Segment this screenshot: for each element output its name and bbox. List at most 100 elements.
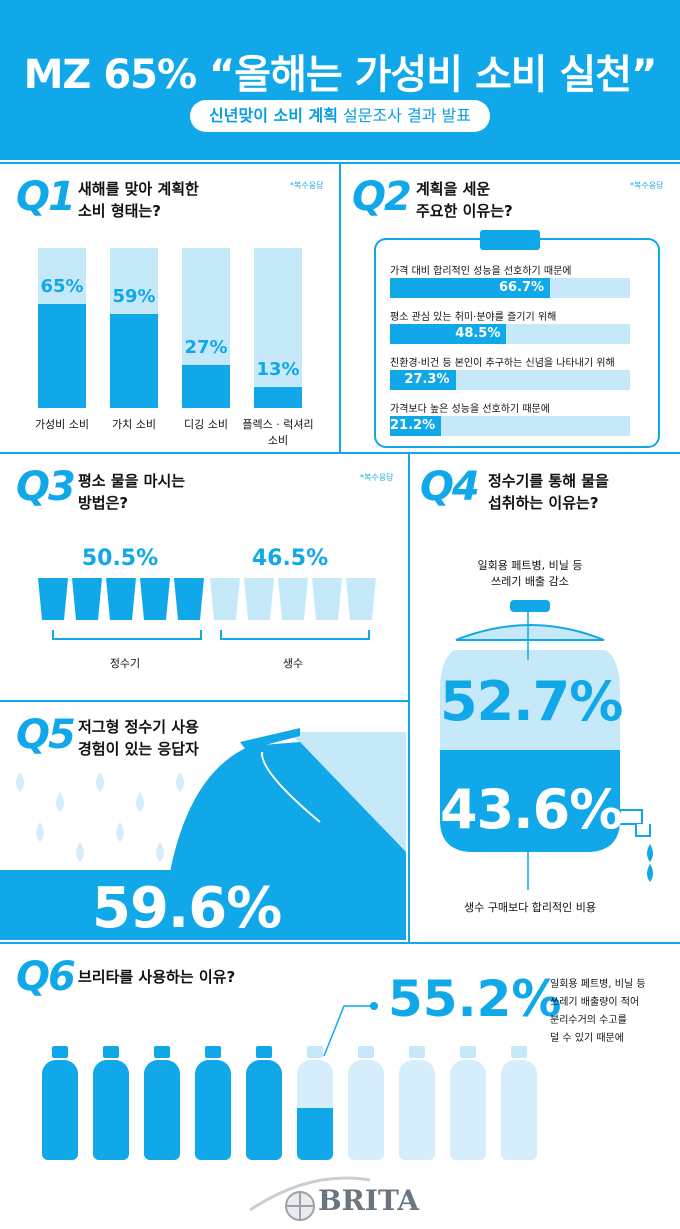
pitcher-lid-icon [480,230,540,250]
q1-bar-track [38,248,86,408]
q1-bar-label: 플렉스 · 럭셔리 소비 [242,418,314,447]
bottle-body [93,1060,129,1160]
bottle-cap [256,1046,272,1058]
q2-bar-track: 21.2% [390,416,630,436]
q6-note: 일회용 페트병, 비닐 등 쓰레기 배출량이 적어 분리수거의 수고를 덜 수 있기 … [550,979,646,1044]
bottle-fill [144,1060,180,1160]
q1-number: Q1 [16,174,76,220]
q1-bar-value: 65% [40,276,84,297]
q2-bar-track: 27.3% [390,370,630,390]
q3-right-value: 46.5% [251,546,329,571]
q2-bar: 66.7% [390,278,551,298]
cup-icon [278,578,308,620]
q3-question: 평소 물을 마시는 방법은? [78,472,186,512]
bottle-body [297,1060,333,1160]
bottle-body [399,1060,435,1160]
q1-bar-value: 27% [184,336,228,358]
q1-bar [110,313,158,408]
brita-logo [249,1176,371,1221]
q1-bar-value: 13% [256,359,300,381]
cup-icon [210,578,240,620]
q4-question: 정수기를 통해 물을 섭취하는 이유는? [488,472,609,512]
bottle-icon [450,1046,486,1162]
q2-footnote: *복수응답 [630,181,664,190]
bottle-cap [205,1046,221,1058]
bottle-cap [103,1046,119,1058]
bottle-cap [460,1046,476,1058]
bottle-body [246,1060,282,1160]
header-banner [0,0,680,160]
bottle-body [195,1060,231,1160]
q2-question: 계획을 세운 주요한 이유는? [416,180,513,220]
subtitle-bold: 신년맞이 소비 계획 [209,106,338,125]
bottle-body [450,1060,486,1160]
q1-question: 새해를 맞아 계획한 소비 형태는? [78,180,199,220]
bottle-body [42,1060,78,1160]
pouring-water-graphic [0,728,406,940]
cup-icon [174,578,204,620]
q5-value: 59.6% [92,876,282,941]
cup-icon [312,578,342,620]
q1-bar [38,304,86,408]
q1-bar [182,364,230,408]
q2-row-label: 친환경·비건 등 본인이 추구하는 신념을 나타내기 위해 [390,358,615,369]
q1-bar-label: 가치 소비 [112,418,156,431]
bottle-cap [307,1046,323,1058]
q6-value: 55.2% [388,970,562,1028]
bottle-icon [297,1046,333,1162]
bottle-icon [93,1046,129,1162]
q1-bar-track [182,248,230,408]
brand-name: BRITA [318,1184,420,1217]
cup-icon [244,578,274,620]
q4-top-value: 52.7% [440,670,623,733]
q5-question: 저그형 정수기 사용 경험이 있는 응답자 [78,718,199,758]
bottle-body [144,1060,180,1160]
divider [339,162,341,452]
bottle-cap [409,1046,425,1058]
q4-bottom-value: 43.6% [440,778,623,841]
q4-number: Q4 [420,464,480,510]
q2-row-label: 가격보다 높은 성능을 선호하기 때문에 [390,404,550,415]
divider [0,942,680,944]
cup-icon [106,578,136,620]
cup-icon [38,578,68,620]
bottle-fill [297,1108,333,1160]
divider [408,452,410,942]
bottle-icon [246,1046,282,1162]
q3-left-label: 정수기 [109,657,141,670]
q2-row-label: 평소 관심 있는 취미·분야를 즐기기 위해 [390,312,557,323]
bottle-icon [42,1046,78,1162]
subtitle-pill: 신년맞이 소비 계획 설문조사 결과 발표 [190,100,490,132]
q3-footnote: *복수응답 [360,473,394,482]
q6-number: Q6 [16,954,76,1000]
bottle-icon [195,1046,231,1162]
q2-number: Q2 [352,174,412,220]
q2-bar: 48.5% [390,324,507,344]
bottle-fill [42,1060,78,1160]
bottle-cap [358,1046,374,1058]
q2-bar: 27.3% [390,370,456,390]
divider [0,700,408,702]
bottle-cap [52,1046,68,1058]
cup-icon [346,578,376,620]
bottle-cap [154,1046,170,1058]
q1-bar-track [110,248,158,408]
q1-bar-value: 59% [112,285,156,307]
q4-bottom-note: 생수 구매보다 합리적인 비용 [464,901,596,914]
bottle-body [501,1060,537,1160]
q3-left-value: 50.5% [81,546,159,571]
q6-pointer-line [323,1002,378,1057]
bottle-fill [93,1060,129,1160]
bottle-icon [501,1046,537,1162]
divider [0,452,680,454]
water-dispenser-icon [440,600,653,890]
q4-top-note: 일회용 페트병, 비닐 등 쓰레기 배출 감소 [477,559,583,588]
q1-bar-track [254,248,302,408]
bottle-icon [348,1046,384,1162]
q1-bar [254,387,302,408]
bottle-icon [144,1046,180,1162]
page-title: MZ 65% “올해는 가성비 소비 실천” [23,52,658,98]
q6-question: 브리타를 사용하는 이유? [78,968,236,986]
subtitle-rest: 설문조사 결과 발표 [337,106,471,125]
bottle-fill [246,1060,282,1160]
